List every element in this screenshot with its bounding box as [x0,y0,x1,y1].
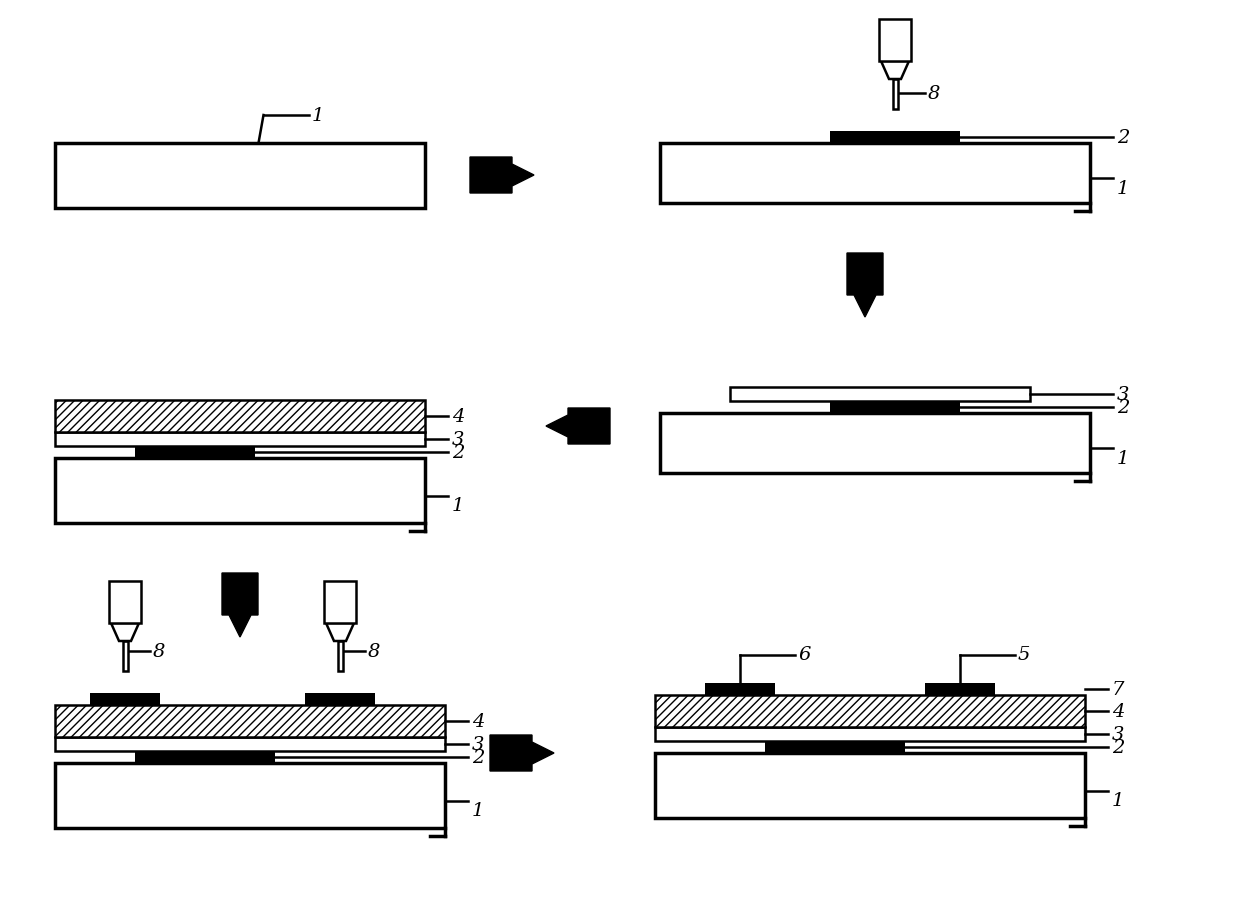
Bar [830,132,960,144]
Bar [893,79,898,110]
Bar [55,433,425,446]
Bar [55,737,445,751]
Text: 2: 2 [1112,738,1125,756]
Bar [879,20,911,62]
Text: 3: 3 [1112,725,1125,743]
Bar [55,763,445,828]
Bar [123,641,128,671]
Text: 1: 1 [1117,450,1130,468]
Text: 4: 4 [1112,703,1125,721]
Text: 2: 2 [453,443,464,461]
Text: 1: 1 [1117,180,1130,198]
Bar [730,387,1030,402]
Bar [830,402,960,414]
Polygon shape [490,735,554,771]
Polygon shape [847,254,883,318]
Text: 8: 8 [153,642,165,660]
Bar [135,446,255,459]
Text: 4: 4 [472,712,485,731]
Bar [655,695,1085,727]
Polygon shape [470,158,534,194]
Bar [925,684,994,695]
Bar [660,144,1090,204]
Text: 8: 8 [368,642,381,660]
Text: 2: 2 [1117,398,1130,416]
Text: 5: 5 [1018,646,1030,664]
Polygon shape [222,573,258,638]
Polygon shape [326,623,353,641]
Text: 4: 4 [453,407,464,425]
Bar [660,414,1090,473]
Bar [55,705,445,737]
Bar [305,694,374,705]
Text: 2: 2 [1117,129,1130,147]
Text: 1: 1 [472,802,485,820]
Bar [337,641,342,671]
Text: 6: 6 [799,646,811,664]
Polygon shape [880,62,909,79]
Text: 1: 1 [311,107,324,125]
Bar [655,753,1085,818]
Polygon shape [112,623,139,641]
Text: 2: 2 [472,749,485,766]
Bar [55,144,425,209]
Bar [55,401,425,433]
Text: 1: 1 [1112,792,1125,810]
Text: 8: 8 [928,85,940,103]
Bar [324,582,356,623]
Bar [706,684,775,695]
Bar [655,727,1085,741]
Bar [135,751,275,763]
Text: 7: 7 [1112,680,1125,698]
Polygon shape [546,408,610,444]
Text: 3: 3 [453,431,464,449]
Bar [91,694,160,705]
Text: 3: 3 [1117,386,1130,404]
Bar [765,741,905,753]
Bar [109,582,141,623]
Text: 1: 1 [453,497,464,515]
Text: 3: 3 [472,735,485,753]
Bar [55,459,425,524]
